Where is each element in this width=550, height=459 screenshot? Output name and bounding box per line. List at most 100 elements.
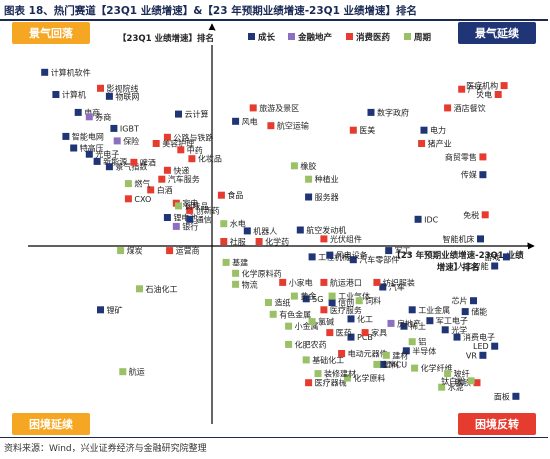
point-label: 航空运输 [277,121,309,131]
point-label: 黄金 [300,291,316,301]
point-label: 数字政府 [377,107,409,117]
point-marker [373,278,381,286]
point-marker [302,356,310,364]
point-label: 房地产 [397,318,421,328]
point-marker [97,84,104,92]
point-label: 信创 [338,298,354,308]
point-marker [343,374,351,382]
point-label: 氯碱 [318,317,334,327]
point-marker [361,329,369,337]
point-marker [379,283,387,291]
point-label: 火电 [476,90,492,100]
point-label: 化学原料 [353,373,385,383]
point-label: 医疗服务 [330,305,362,315]
legend-swatch-2 [346,33,353,40]
point-marker [418,140,426,147]
point-label: 运营商 [176,246,200,256]
point-label: CXO [134,195,151,204]
legend-swatch-1 [288,33,295,40]
point-marker [444,370,452,378]
point-marker [175,202,182,210]
point-marker [163,166,171,174]
point-marker [220,220,228,228]
point-marker [85,150,93,158]
point-label: 化工 [357,314,373,324]
point-label: 社服 [230,237,246,247]
point-label: 工程机械 [318,252,350,262]
point-label: 智能机床 [443,234,475,244]
point-label: 基建 [232,257,248,267]
point-marker [124,195,132,203]
point-marker [279,278,287,286]
point-label: 汽车零部件 [359,255,399,265]
point-label: 消费电子 [463,332,495,342]
quadrant-top-right: 景气延续 [458,22,536,44]
point-marker [426,317,434,325]
point-label: 商贸零售 [445,152,477,162]
point-label: 建材 [392,350,408,360]
point-label: 化学原料药 [242,268,282,278]
point-marker [290,292,298,300]
point-marker [441,326,449,334]
point-label: 军工 [395,247,411,256]
point-marker [444,104,452,112]
point-label: 智能电网 [72,131,104,141]
legend: 成长 金融地产 消费医药 周期 [248,32,432,43]
point-label: 旅游及景区 [259,103,299,113]
point-marker [308,318,316,326]
point-marker [85,113,93,121]
point-label: 半导体 [412,346,436,356]
point-marker [285,322,293,330]
point-label: 有色金属 [279,309,311,319]
scatter-chart: 景气回落 景气延续 困境延续 困境反转 【23Q1 业绩增速】排名 【23 年预… [12,22,536,435]
point-marker [62,132,70,140]
point-marker [249,104,257,112]
point-label: 家电 [182,198,198,208]
point-label: 电商 [84,107,100,117]
point-marker [349,256,357,264]
legend-label-1: 金融地产 [297,32,333,43]
point-label: 燃气 [134,179,150,189]
point-marker [491,342,499,350]
point-marker [186,206,194,214]
point-marker [290,162,298,170]
point-marker [136,285,143,293]
point-marker [255,238,263,245]
point-label: 造纸 [275,298,291,308]
point-label: 化学药 [265,237,289,247]
point-label: 免税 [463,210,479,220]
point-label: 铝 [418,337,426,347]
point-marker [367,108,375,116]
point-marker [373,360,381,368]
point-marker [479,351,487,359]
point-marker [328,292,336,300]
point-label: 芯片 [452,296,468,306]
svg-text:困境延续: 困境延续 [29,417,73,431]
point-marker [296,226,304,234]
point-marker [105,163,113,171]
figure-title: 图表 18、热门赛道【23Q1 业绩增速】&【23 年预期业绩增速-23Q1 业… [4,5,418,17]
legend-label-2: 消费医药 [356,32,391,43]
point-label: 光学 [451,325,467,335]
point-marker [117,247,125,255]
point-marker [305,193,313,201]
point-label: 啤酒 [140,157,156,167]
point-label: 光伏组件 [330,234,362,244]
point-label: 白酒 [157,185,173,195]
point-label: IDC [424,215,439,224]
point-label: 基础化工 [312,355,344,365]
point-marker [411,364,419,372]
point-marker [347,333,355,341]
point-label: 光电子 [95,149,119,159]
point-label: 服务器 [315,192,339,202]
point-marker [347,315,355,323]
svg-text:增速】排名: 增速】排名 [437,262,480,273]
point-label: 小金属 [295,321,319,331]
quadrant-bottom-left: 困境延续 [12,413,90,435]
point-marker [105,92,113,100]
point-label: 电动元器件 [348,349,388,359]
point-marker [265,299,272,306]
point-marker [355,297,363,305]
legend-swatch-0 [248,33,255,40]
point-label: 家具 [371,328,387,338]
